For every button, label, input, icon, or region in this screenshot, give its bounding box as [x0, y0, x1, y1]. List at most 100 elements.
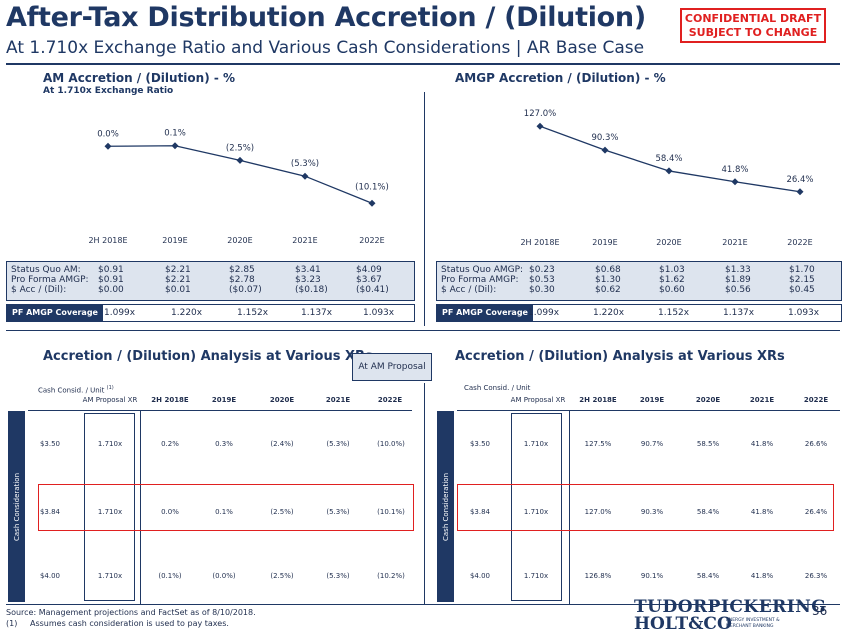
am-coverage-value: 1.220x: [171, 308, 203, 318]
am-proposal-label: At AM Proposal: [352, 353, 432, 381]
am-chart: 0.0% 2H 2018E 0.1% 2019E (2.5%) 2020E (5.3%) 20…: [88, 129, 388, 245]
xr-right-value-cell: 41.8%: [750, 572, 774, 580]
am-metric-value: ($0.07): [229, 285, 262, 295]
xr-left-cash-cell: $3.84: [39, 508, 61, 516]
confidential-badge: CONFIDENTIAL DRAFT SUBJECT TO CHANGE: [680, 8, 826, 43]
am-x-tick-label: 2019E: [162, 236, 187, 245]
xr-left-xr-cell: 1.710x: [97, 508, 123, 516]
year-header: 2020E: [695, 396, 721, 404]
amgp-data-label: 58.4%: [655, 154, 682, 164]
amgp-metric-value: $1.30: [595, 275, 621, 285]
xr-left-value-cell: (2.5%): [270, 508, 294, 516]
am-coverage-value: 1.099x: [104, 308, 136, 318]
amgp-point-marker: [601, 146, 609, 154]
am-metric-value: $2.78: [229, 275, 255, 285]
top-divider: [424, 92, 425, 326]
logo-line1: TUDORPICKERING: [634, 597, 827, 617]
confidential-line1: CONFIDENTIAL DRAFT: [684, 12, 822, 25]
header-rule: [6, 63, 840, 65]
am-metric-label: $ Acc / (Dil):: [11, 285, 67, 295]
am-metric-value: $0.91: [98, 265, 124, 275]
amgp-metric-label: Status Quo AMGP:: [441, 265, 524, 275]
analysis-title-right: Accretion / (Dilution) Analysis at Vario…: [455, 349, 785, 364]
amgp-metric-label: $ Acc / (Dil):: [441, 285, 497, 295]
xr-left-cash-cell: $3.50: [39, 440, 61, 448]
amgp-chart: 127.0% 2H 2018E 90.3% 2019E 58.4% 2020E 41.8% 2…: [520, 109, 813, 247]
xr-right-value-cell: 90.7%: [640, 440, 664, 448]
year-header: 2020E: [269, 396, 295, 404]
amgp-metric-value: $0.62: [595, 285, 621, 295]
amgp-metric-value: $0.30: [529, 285, 555, 295]
amgp-metric-value: $1.03: [659, 265, 685, 275]
am-coverage-row: PF AMGP Coverage 1.099x 1.220x 1.152x 1.…: [6, 304, 415, 322]
xr-right-value-cell: 90.1%: [640, 572, 664, 580]
am-metric-value: $0.91: [98, 275, 124, 285]
am-metric-value: ($0.18): [295, 285, 328, 295]
xr-right-col-rule: [569, 410, 570, 604]
year-header: 2H 2018E: [151, 396, 189, 404]
analysis-rule: [6, 330, 840, 331]
amgp-x-tick-label: 2019E: [592, 238, 617, 247]
confidential-line2: SUBJECT TO CHANGE: [688, 26, 818, 39]
xr-right-xr-cell: 1.710x: [523, 572, 549, 580]
amgp-x-tick-label: 2022E: [787, 238, 812, 247]
xr-left-value-cell: (10.2%): [377, 572, 405, 580]
xr-left-xr-cell: 1.710x: [97, 440, 123, 448]
am-point-marker: [171, 142, 179, 150]
page-subtitle: At 1.710x Exchange Ratio and Various Cas…: [6, 38, 645, 58]
year-header: 2H 2018E: [579, 396, 617, 404]
cash-header: Cash Consid. / Unit (1): [38, 384, 114, 394]
xr-highlight-left: [84, 413, 135, 601]
am-metric-value: $3.41: [295, 265, 321, 275]
selected-row-highlight-right: [457, 484, 834, 531]
xr-right-value-cell: 127.5%: [584, 440, 612, 448]
amgp-data-label: 127.0%: [524, 109, 556, 119]
amgp-metric-value: $0.60: [659, 285, 685, 295]
xr-header: AM Proposal XR: [82, 396, 138, 404]
am-section-subtitle: At 1.710x Exchange Ratio: [43, 86, 174, 96]
am-coverage-label: PF AMGP Coverage: [7, 305, 103, 321]
am-metric-value: $2.85: [229, 265, 255, 275]
amgp-x-tick-label: 2H 2018E: [520, 238, 559, 247]
amgp-coverage-value: 1.099x: [528, 308, 560, 318]
amgp-data-label: 26.4%: [786, 175, 813, 185]
xr-right-value-cell: 26.6%: [804, 440, 828, 448]
xr-right-cash-cell: $4.00: [469, 572, 491, 580]
xr-left-value-cell: 0.2%: [161, 440, 179, 448]
source-note: Source: Management projections and FactS…: [6, 608, 256, 617]
am-metric-label: Status Quo AM:: [11, 265, 81, 275]
amgp-x-tick-label: 2021E: [722, 238, 747, 247]
year-header: 2022E: [803, 396, 829, 404]
page-number: 36: [812, 604, 828, 618]
amgp-metric-label: Pro Forma AMGP:: [441, 275, 519, 285]
year-header: 2019E: [639, 396, 665, 404]
am-coverage-value: 1.093x: [363, 308, 395, 318]
am-x-tick-label: 2020E: [227, 236, 252, 245]
amgp-data-label: 41.8%: [721, 165, 748, 175]
am-coverage-value: 1.137x: [301, 308, 333, 318]
amgp-metric-value: $0.23: [529, 265, 555, 275]
xr-right-value-cell: 26.3%: [804, 572, 828, 580]
xr-left-value-cell: (10.1%): [377, 508, 405, 516]
xr-right-value-cell: 41.8%: [750, 508, 774, 516]
year-header: 2021E: [325, 396, 351, 404]
xr-header: AM Proposal XR: [510, 396, 566, 404]
cash-footnote: (1): [106, 385, 114, 391]
am-data-label: (5.3%): [291, 159, 319, 169]
xr-right-value-cell: 126.8%: [584, 572, 612, 580]
xr-left-value-cell: (2.5%): [270, 572, 294, 580]
xr-left-value-cell: (2.4%): [270, 440, 294, 448]
xr-right-cash-cell: $3.50: [469, 440, 491, 448]
xr-right-value-cell: 41.8%: [750, 440, 774, 448]
xr-left-col-rule: [140, 410, 141, 604]
xr-right-xr-cell: 1.710x: [523, 440, 549, 448]
xr-left-value-cell: (10.0%): [377, 440, 405, 448]
cash-header-text: Cash Consid. / Unit: [464, 384, 531, 392]
xr-right-value-cell: 127.0%: [584, 508, 612, 516]
cash-header-text: Cash Consid. / Unit: [38, 386, 105, 395]
amgp-point-marker: [731, 178, 739, 186]
amgp-point-marker: [796, 188, 804, 196]
am-point-marker: [368, 199, 376, 207]
xr-right-cash-cell: $3.84: [469, 508, 491, 516]
